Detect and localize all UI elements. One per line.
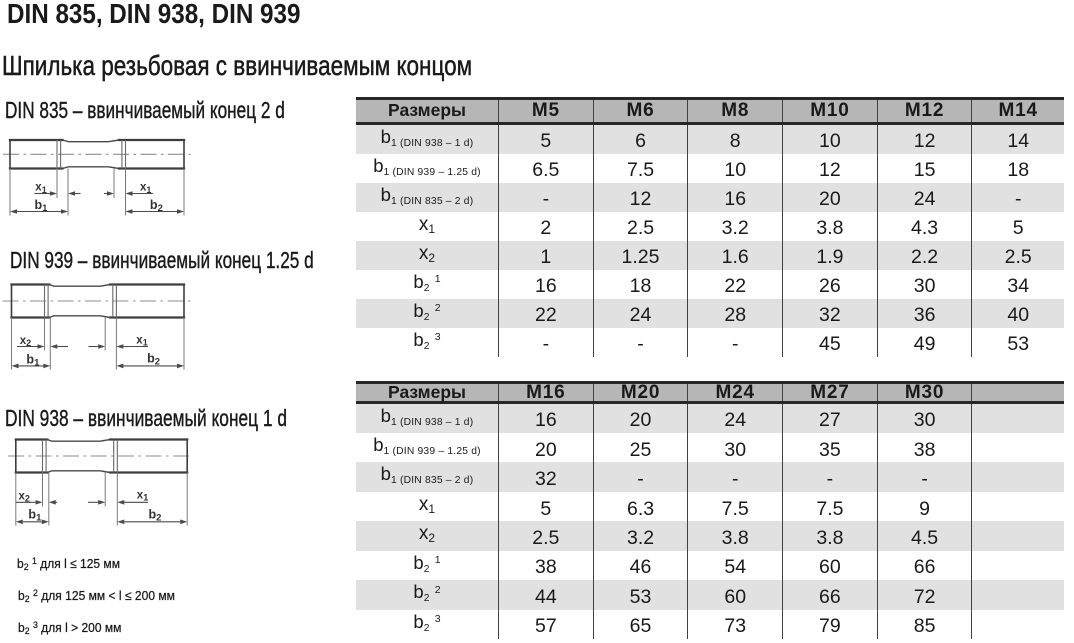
svg-text:b2: b2	[150, 198, 163, 214]
svg-text:x2: x2	[20, 335, 31, 348]
svg-text:x1: x1	[140, 182, 151, 195]
svg-text:b1: b1	[28, 507, 42, 523]
svg-text:b2: b2	[147, 351, 160, 367]
svg-text:b1: b1	[26, 352, 40, 368]
svg-text:b2: b2	[149, 507, 162, 523]
svg-text:x1: x1	[136, 334, 147, 347]
svg-text:b1: b1	[35, 198, 49, 214]
svg-text:x2: x2	[18, 490, 29, 503]
svg-text:x1: x1	[137, 489, 148, 502]
svg-text:x1: x1	[35, 182, 46, 195]
